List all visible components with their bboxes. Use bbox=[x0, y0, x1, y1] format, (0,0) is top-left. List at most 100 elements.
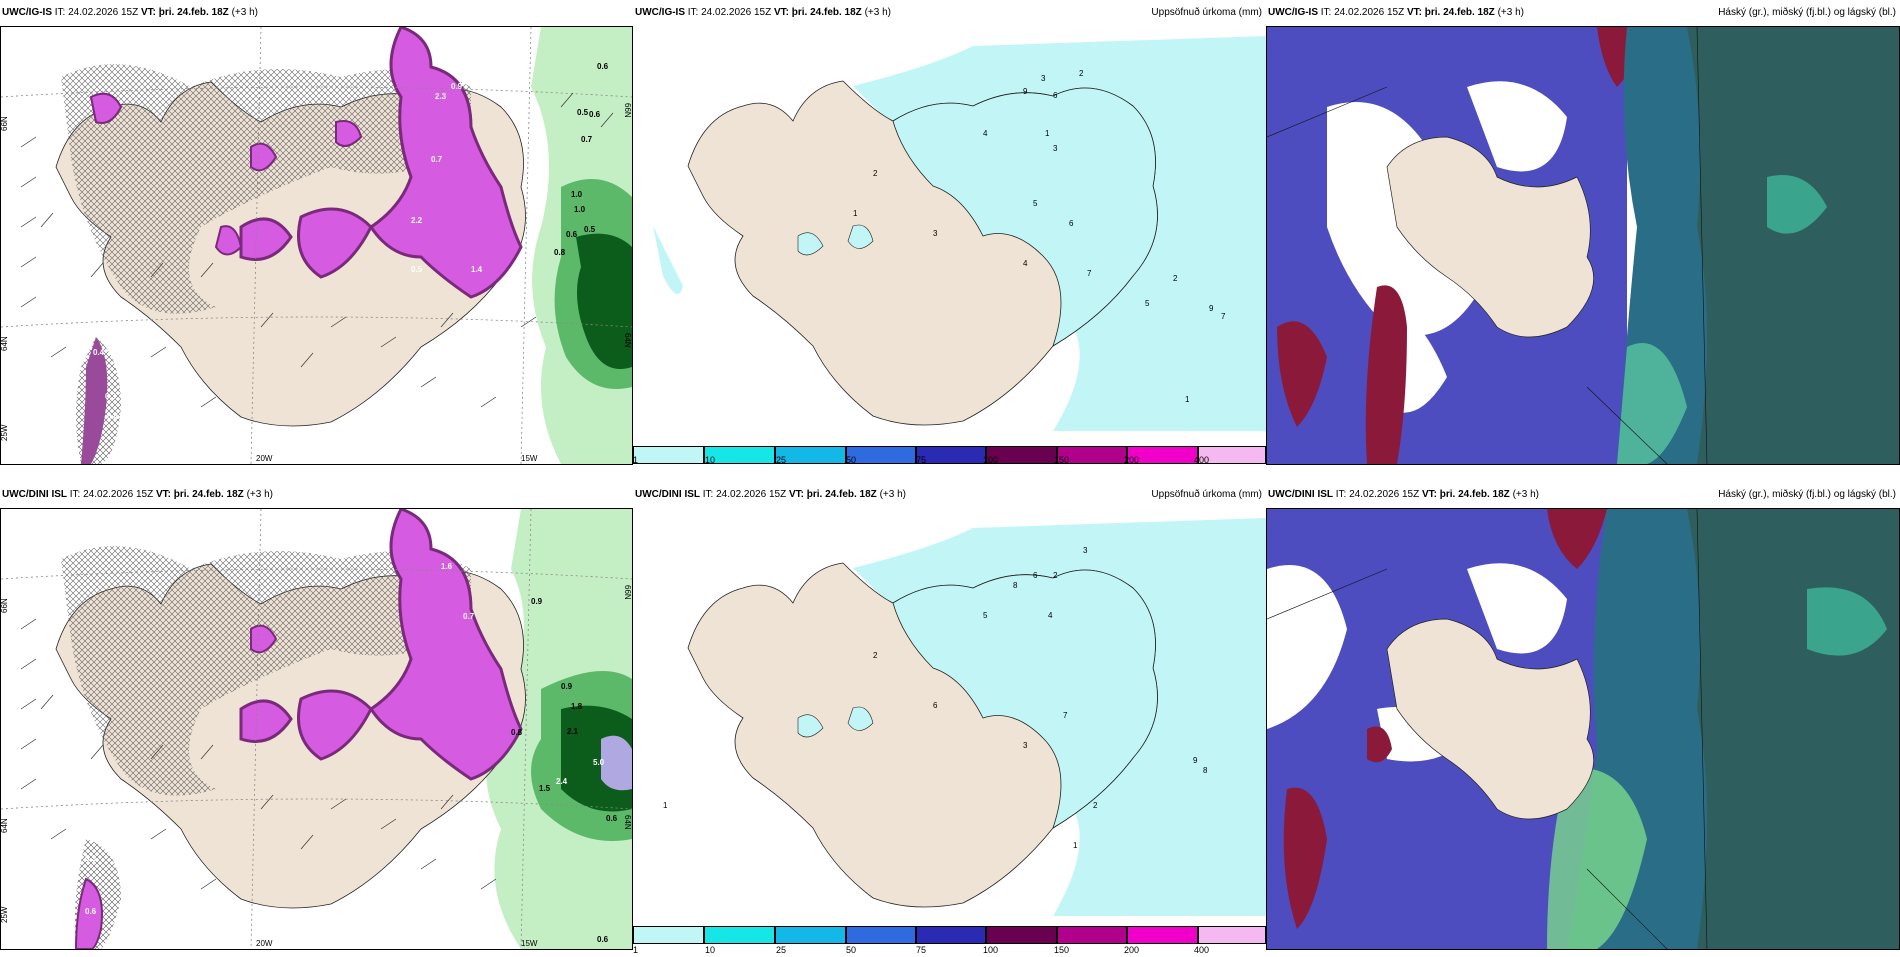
svg-text:66N: 66N bbox=[623, 585, 632, 600]
panel-r2-clouds: UWC/DINI ISL IT: 24.02.2026 15Z VT: þri.… bbox=[1266, 482, 1900, 950]
colorbar-cell bbox=[846, 446, 916, 464]
colorbar-cell bbox=[846, 926, 916, 944]
panel-field-title: Háský (gr.), miðský (fj.bl.) og lágský (… bbox=[1718, 7, 1896, 18]
svg-text:0.6: 0.6 bbox=[589, 110, 601, 119]
colorbar-cell bbox=[986, 446, 1057, 464]
colorbar-tick: 25 bbox=[776, 455, 787, 465]
svg-text:66N: 66N bbox=[1, 598, 9, 613]
colorbar-tick: 100 bbox=[983, 945, 999, 955]
svg-text:3: 3 bbox=[933, 229, 938, 238]
svg-text:1: 1 bbox=[853, 209, 858, 218]
svg-text:6: 6 bbox=[1069, 219, 1074, 228]
svg-text:64N: 64N bbox=[623, 333, 632, 348]
svg-text:0.9: 0.9 bbox=[451, 82, 463, 91]
svg-text:9: 9 bbox=[1209, 304, 1214, 313]
map-wind-precip: 0.6 0.5 0.6 0.7 0.5 2.3 0.9 1.0 0.8 0.6 … bbox=[1, 27, 632, 464]
svg-text:0.3: 0.3 bbox=[105, 392, 117, 401]
svg-text:3: 3 bbox=[1041, 74, 1046, 83]
colorbar-cell bbox=[704, 926, 775, 944]
panel-field-title: Háský (gr.), miðský (fj.bl.) og lágský (… bbox=[1718, 489, 1896, 500]
svg-text:64N: 64N bbox=[623, 815, 632, 830]
svg-text:0.7: 0.7 bbox=[463, 612, 475, 621]
svg-text:1.0: 1.0 bbox=[574, 205, 586, 214]
svg-text:4: 4 bbox=[1023, 259, 1028, 268]
svg-text:64N: 64N bbox=[1, 818, 9, 833]
map-frame: 0.6 0.9 1.6 0.7 0.9 1.8 2.1 2.4 5.0 0.8 … bbox=[0, 508, 633, 950]
svg-text:64N: 64N bbox=[1, 336, 9, 351]
svg-text:2: 2 bbox=[1079, 69, 1084, 78]
svg-text:3: 3 bbox=[1083, 546, 1088, 555]
colorbar-tick: 150 bbox=[1054, 945, 1070, 955]
panel-title: UWC/IG-IS IT: 24.02.2026 15Z VT: þri. 24… bbox=[635, 7, 891, 18]
svg-text:0.6: 0.6 bbox=[606, 814, 618, 823]
svg-text:0.5: 0.5 bbox=[411, 265, 423, 274]
map-clouds bbox=[1267, 27, 1899, 464]
svg-text:2.1: 2.1 bbox=[567, 727, 579, 736]
colorbar-tick: 1 bbox=[633, 455, 639, 465]
panel-r1-accum-precip: UWC/IG-IS IT: 24.02.2026 15Z VT: þri. 24… bbox=[633, 0, 1266, 465]
colorbar-labels: 1 10 25 50 75 100 150 200 400 bbox=[633, 945, 1266, 957]
colorbar-cell bbox=[916, 446, 986, 464]
svg-text:5: 5 bbox=[1145, 299, 1150, 308]
svg-text:6: 6 bbox=[1053, 91, 1058, 100]
colorbar-tick: 1 bbox=[633, 945, 639, 955]
svg-text:25W: 25W bbox=[1, 906, 9, 923]
panel-title: UWC/DINI ISL IT: 24.02.2026 15Z VT: þri.… bbox=[635, 489, 906, 500]
svg-text:7: 7 bbox=[1221, 312, 1226, 321]
svg-text:66N: 66N bbox=[623, 103, 632, 118]
colorbar-tick: 200 bbox=[1124, 945, 1140, 955]
map-frame: 3 2 1 4 5 8 6 2 7 9 8 1 2 6 3 bbox=[633, 508, 1266, 950]
svg-text:0.6: 0.6 bbox=[597, 935, 609, 944]
svg-text:2.4: 2.4 bbox=[556, 777, 568, 786]
panel-field-title: Uppsöfnuð úrkoma (mm) bbox=[1151, 7, 1262, 18]
colorbar-cell bbox=[704, 446, 775, 464]
colorbar-cell bbox=[916, 926, 986, 944]
map-frame bbox=[1266, 26, 1900, 465]
map-accum-precip: 3 2 1 4 5 8 6 2 7 9 8 1 2 6 3 bbox=[633, 508, 1266, 916]
svg-text:15W: 15W bbox=[521, 454, 538, 463]
svg-text:6: 6 bbox=[1033, 571, 1038, 580]
svg-text:2: 2 bbox=[1173, 274, 1178, 283]
svg-text:5.0: 5.0 bbox=[593, 758, 605, 767]
svg-text:0.6: 0.6 bbox=[566, 230, 578, 239]
svg-text:5: 5 bbox=[1033, 199, 1038, 208]
svg-text:25W: 25W bbox=[1, 424, 9, 441]
colorbar-tick: 100 bbox=[983, 455, 999, 465]
svg-text:6: 6 bbox=[933, 701, 938, 710]
svg-text:2: 2 bbox=[873, 169, 878, 178]
svg-text:1.6: 1.6 bbox=[441, 562, 453, 571]
colorbar-cell bbox=[775, 446, 846, 464]
svg-text:0.8: 0.8 bbox=[511, 728, 523, 737]
colorbar-cell bbox=[1057, 446, 1127, 464]
colorbar-cell bbox=[633, 446, 704, 464]
panel-r1-wind-precip: UWC/IG-IS IT: 24.02.2026 15Z VT: þri. 24… bbox=[0, 0, 633, 465]
colorbar-cell bbox=[633, 926, 704, 944]
svg-text:8: 8 bbox=[1203, 766, 1208, 775]
svg-text:4: 4 bbox=[1048, 611, 1053, 620]
svg-text:7: 7 bbox=[1087, 269, 1092, 278]
map-accum-precip: 2 3 9 6 1 4 3 5 2 7 6 1 3 5 4 9 7 2 1 bbox=[633, 26, 1266, 431]
svg-text:1.4: 1.4 bbox=[471, 265, 483, 274]
colorbar-cell bbox=[1198, 926, 1266, 944]
svg-text:1.5: 1.5 bbox=[539, 784, 551, 793]
svg-text:4: 4 bbox=[983, 129, 988, 138]
svg-text:0.3: 0.3 bbox=[85, 854, 97, 863]
map-frame: 0.6 0.5 0.6 0.7 0.5 2.3 0.9 1.0 0.8 0.6 … bbox=[0, 26, 633, 465]
svg-text:0.7: 0.7 bbox=[581, 135, 593, 144]
colorbar-tick: 200 bbox=[1124, 455, 1140, 465]
colorbar-cell bbox=[1198, 446, 1266, 464]
colorbar-tick: 10 bbox=[705, 945, 716, 955]
panel-title: UWC/DINI ISL IT: 24.02.2026 15Z VT: þri.… bbox=[1268, 489, 1539, 500]
svg-text:0.8: 0.8 bbox=[554, 248, 566, 257]
map-frame bbox=[1266, 508, 1900, 950]
colorbar-cell bbox=[775, 926, 846, 944]
svg-text:0.4: 0.4 bbox=[107, 412, 119, 421]
colorbar bbox=[633, 926, 1266, 944]
svg-text:1: 1 bbox=[1185, 395, 1190, 404]
colorbar-tick: 50 bbox=[846, 455, 857, 465]
svg-text:3: 3 bbox=[1023, 741, 1028, 750]
svg-text:15W: 15W bbox=[521, 939, 538, 948]
svg-text:0.9: 0.9 bbox=[531, 597, 543, 606]
svg-text:0.6: 0.6 bbox=[439, 542, 451, 551]
svg-text:2: 2 bbox=[1093, 801, 1098, 810]
